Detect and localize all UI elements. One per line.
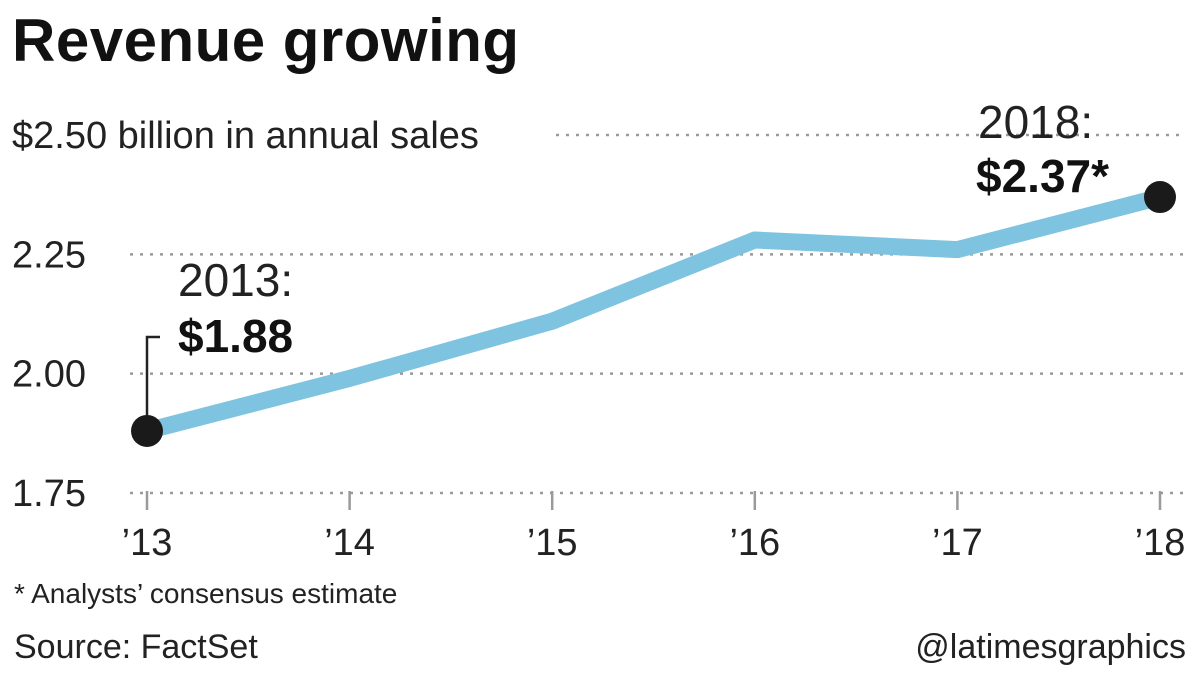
series-line	[138, 188, 1169, 440]
x-tick-label: ’15	[527, 522, 578, 564]
x-tick-label: ’13	[122, 522, 173, 564]
x-axis-ticks: ’13 ’14 ’15 ’16 ’17 ’18	[122, 491, 1186, 564]
footnote: * Analysts’ consensus estimate	[14, 578, 398, 609]
y-tick-label: 2.00	[12, 354, 86, 396]
annotations: 2013:$1.88 2018:$2.37*	[145, 96, 1109, 431]
point-markers	[131, 181, 1176, 447]
data-point-marker	[1144, 181, 1176, 214]
annotation-2018-label: 2018:	[978, 96, 1093, 148]
annotation-2018-value: $2.37*	[976, 150, 1109, 202]
annotation-2013-label: 2013:	[178, 254, 293, 306]
data-point-marker	[131, 414, 163, 447]
x-tick-label: ’17	[932, 522, 983, 564]
y-tick-label: 1.75	[12, 473, 86, 515]
credit-handle: @latimesgraphics	[915, 628, 1186, 666]
revenue-line	[138, 188, 1169, 440]
x-tick-label: ’14	[324, 522, 375, 564]
x-tick-label: ’18	[1135, 522, 1186, 564]
y-tick-label: $2.50 billion in annual sales	[12, 115, 479, 157]
leader-line-2013	[145, 335, 160, 431]
annotation-2013-value: $1.88	[178, 310, 293, 362]
source-note: Source: FactSet	[14, 628, 258, 666]
chart-title: Revenue growing	[12, 7, 520, 74]
y-tick-label: 2.25	[12, 234, 86, 276]
y-axis-ticks: $2.50 billion in annual sales 2.25 2.00 1.7…	[12, 115, 479, 515]
x-tick-label: ’16	[729, 522, 780, 564]
